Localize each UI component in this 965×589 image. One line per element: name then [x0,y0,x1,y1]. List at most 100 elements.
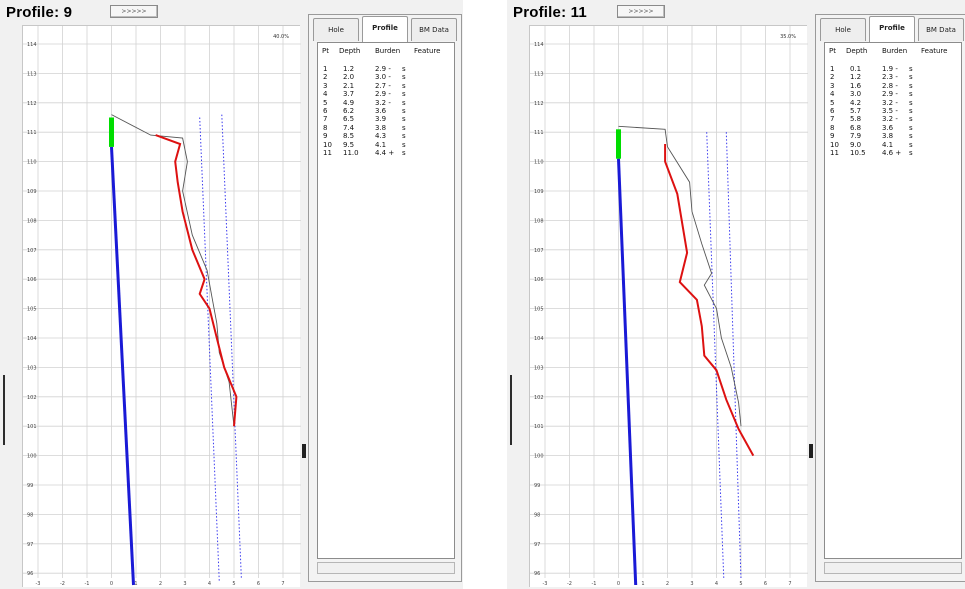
burden-cell: 3.2 - [882,98,898,107]
list-item[interactable]: 10 9.5 4.1 s [318,141,456,149]
y-tick-label: 112 [534,101,544,107]
depth-cell: 1.2 [343,65,355,73]
profile-point-list[interactable]: Pt Depth Burden Feature 1 0.1 1.9 - s 2 1.2 2.… [824,42,962,559]
col-depth-header: Depth [339,47,361,55]
profile-plot-canvas: 1141131121111101091081071061051041031021… [23,26,301,587]
plot-y-ticks: 114 113 112 111 110 109 108 107 106 105 104 103 102 1… [27,42,37,577]
burden-cell: 3.5 - [882,106,898,115]
list-item[interactable]: 11 11.0 4.4 + s [318,149,456,157]
profile-plot[interactable]: 114 113 112 111 110 109 108 107 106 105 104 103 102 1… [22,25,301,587]
depth-cell: 6.5 [343,115,355,124]
feature-cell: s [909,140,913,149]
x-tick-label: 1 [134,581,137,587]
next-profile-button[interactable]: >>>>> [110,5,158,18]
x-tick-label: 4 [715,581,718,587]
y-tick-label: 110 [27,160,37,166]
list-item[interactable]: 3 2.1 2.7 - s [318,82,456,90]
profile-title: Profile: 9 [6,4,73,21]
y-tick-label: 104 [534,336,544,342]
list-item[interactable]: 9 8.5 4.3 s [318,132,456,140]
col-pt-header: Pt [829,47,836,55]
list-item[interactable]: 1 0.1 1.9 - s [825,65,963,73]
depth-cell: 2.0 [343,73,355,82]
list-item[interactable]: 9 7.9 3.8 s [825,132,963,140]
tab-profile[interactable]: Profile [362,16,408,42]
x-tick-label: 1 [641,581,644,587]
depth-cell: 1.2 [850,73,862,82]
list-item[interactable]: 2 2.0 3.0 - s [318,73,456,81]
list-item[interactable]: 4 3.7 2.9 - s [318,90,456,98]
burden-cell: 4.1 [375,140,387,149]
depth-cell: 2.1 [343,81,355,90]
tab-hole[interactable]: Hole [313,18,359,41]
list-item[interactable]: 6 5.7 3.5 - s [825,107,963,115]
burden-cell: 4.3 [375,132,387,141]
x-tick-label: 5 [232,581,235,587]
x-tick-label: -3 [36,581,41,587]
feature-cell: s [402,81,406,90]
list-item[interactable]: 5 4.9 3.2 - s [318,99,456,107]
y-tick-label: 96 [534,571,540,577]
feature-cell: s [909,148,913,157]
burden-cell: 4.1 [882,140,894,149]
list-item[interactable]: 2 1.2 2.3 - s [825,73,963,81]
tab-bm-data[interactable]: BM Data [411,18,457,41]
depth-cell: 6.8 [850,123,862,132]
list-item[interactable]: 11 10.5 4.6 + s [825,149,963,157]
face-profile-line [664,144,755,457]
list-item[interactable]: 7 6.5 3.9 s [318,115,456,123]
plot-grid [23,26,301,578]
y-tick-label: 102 [534,395,544,401]
x-tick-label: 0 [617,581,620,587]
y-tick-label: 101 [27,424,37,430]
feature-cell: s [909,90,913,99]
depth-cell: 1.6 [850,81,862,90]
y-tick-label: 107 [534,248,544,254]
y-tick-label: 111 [27,130,37,136]
feature-cell: s [402,65,406,73]
y-tick-label: 102 [27,395,37,401]
list-item[interactable]: 8 6.8 3.6 s [825,124,963,132]
splitter-handle[interactable] [302,444,306,458]
tab-bm-data[interactable]: BM Data [918,18,964,41]
guide-line [706,132,725,580]
y-tick-label: 100 [27,454,37,460]
depth-cell: 7.4 [343,123,355,132]
tab-hole[interactable]: Hole [820,18,866,41]
next-profile-button[interactable]: >>>>> [617,5,665,18]
y-tick-label: 101 [534,424,544,430]
x-tick-label: 7 [788,581,791,587]
y-tick-label: 109 [534,189,544,195]
list-item[interactable]: 1 1.2 2.9 - s [318,65,456,73]
list-item[interactable]: 4 3.0 2.9 - s [825,90,963,98]
profile-plot[interactable]: 114 113 112 111 110 109 108 107 106 105 104 103 102 1… [529,25,808,587]
list-scrollbar[interactable] [824,562,962,574]
list-item[interactable]: 5 4.2 3.2 - s [825,99,963,107]
plot-y-ticks: 114 113 112 111 110 109 108 107 106 105 104 103 102 1… [534,42,544,577]
pt-cell: 7 [323,115,328,124]
pt-cell: 1 [830,65,835,73]
burden-cell: 3.8 [882,132,894,141]
list-item[interactable]: 8 7.4 3.8 s [318,124,456,132]
list-item[interactable]: 7 5.8 3.2 - s [825,115,963,123]
feature-cell: s [909,98,913,107]
splitter-handle[interactable] [809,444,813,458]
hole-trace-line [110,146,135,586]
list-item[interactable]: 10 9.0 4.1 s [825,141,963,149]
profile-point-list[interactable]: Pt Depth Burden Feature 1 1.2 2.9 - s 2 2.0 3.… [317,42,455,559]
pt-cell: 6 [830,106,835,115]
depth-cell: 9.5 [343,140,355,149]
y-tick-label: 96 [27,571,33,577]
y-tick-label: 114 [534,42,544,48]
y-tick-label: 107 [27,248,37,254]
tab-profile[interactable]: Profile [869,16,915,42]
list-scrollbar[interactable] [317,562,455,574]
pt-cell: 1 [323,65,328,73]
list-header: Pt Depth Burden Feature [825,45,963,59]
y-tick-label: 104 [27,336,37,342]
list-item[interactable]: 3 1.6 2.8 - s [825,82,963,90]
list-item[interactable]: 6 6.2 3.6 s [318,107,456,115]
y-tick-label: 109 [27,189,37,195]
profile-title: Profile: 11 [513,4,587,21]
y-tick-label: 97 [534,542,540,548]
